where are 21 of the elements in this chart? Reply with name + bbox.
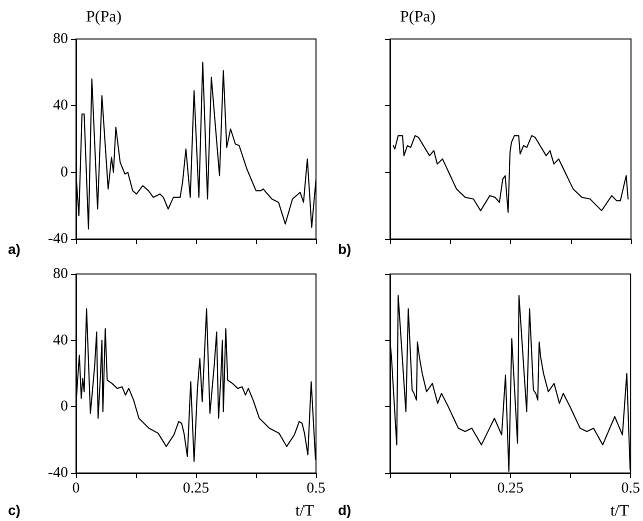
x-tick-label: 0 (72, 480, 80, 496)
x-axis-title: t/T (295, 502, 314, 520)
y-tick-label: 80 (53, 31, 68, 47)
text: b) (338, 241, 352, 257)
y-axis-title: P(Pa) (400, 8, 436, 26)
y-tick-label: -40 (48, 465, 68, 481)
y-tick-label: 80 (53, 266, 68, 282)
x-tick-label: 0.25 (497, 480, 524, 496)
x-tick-label: 0.5 (621, 480, 640, 496)
x-tick-label: 0.25 (182, 480, 210, 496)
x-tick-label: 0.5 (306, 480, 326, 496)
x-axis-title: t/T (610, 502, 630, 520)
y-tick-label: 0 (60, 398, 68, 415)
text: d) (338, 502, 352, 518)
y-tick-label: 0 (60, 164, 68, 180)
y-tick-label: -40 (48, 231, 68, 247)
text: a) (8, 241, 20, 257)
y-tick-label: 40 (53, 98, 68, 114)
text: c) (8, 502, 20, 518)
y-tick-label: 40 (53, 332, 68, 348)
y-axis-title: P(Pa) (86, 8, 122, 26)
